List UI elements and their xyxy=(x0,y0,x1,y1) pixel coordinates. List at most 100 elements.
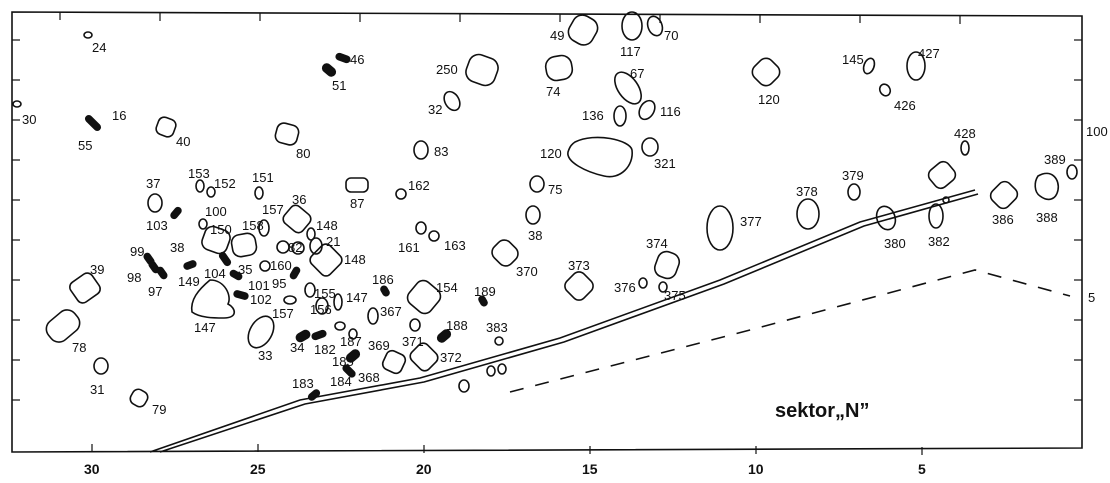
feature-label: 40 xyxy=(176,134,190,149)
feature-label: 80 xyxy=(296,146,310,161)
feature-label: 120 xyxy=(758,92,780,107)
x-axis-labels: 30 25 20 15 10 5 xyxy=(84,461,926,477)
feature-label: 82 xyxy=(288,240,302,255)
feature-label: 186 xyxy=(372,272,394,287)
feature-label: 104 xyxy=(204,266,226,281)
feature-label: 389 xyxy=(1044,152,1066,167)
feature-label: 427 xyxy=(918,46,940,61)
feature-label: 35 xyxy=(238,262,252,277)
x-tick-label: 25 xyxy=(250,461,266,477)
feature-label: 148 xyxy=(316,218,338,233)
feature-label: 87 xyxy=(350,196,364,211)
feature-label: 163 xyxy=(444,238,466,253)
feature-label: 367 xyxy=(380,304,402,319)
feature-label: 374 xyxy=(646,236,668,251)
feature-label: 428 xyxy=(954,126,976,141)
feature-label: 39 xyxy=(90,262,104,277)
feature-label: 154 xyxy=(436,280,458,295)
feature-shapes xyxy=(12,11,1078,408)
feature-label: 379 xyxy=(842,168,864,183)
frame-ticks xyxy=(12,12,1082,455)
feature-label: 36 xyxy=(292,192,306,207)
feature-label: 78 xyxy=(72,340,86,355)
feature-label: 182 xyxy=(314,342,336,357)
feature-label: 372 xyxy=(440,350,462,365)
feature-label: 117 xyxy=(620,44,641,59)
feature-label: 31 xyxy=(90,382,104,397)
feature-label: 100 xyxy=(205,204,227,219)
feature-label: 120 xyxy=(540,146,562,161)
feature-label: 37 xyxy=(146,176,160,191)
feature-label: 386 xyxy=(992,212,1014,227)
feature-label: 152 xyxy=(214,176,236,191)
feature-label: 150 xyxy=(210,222,232,237)
feature-label: 157 xyxy=(272,306,294,321)
feature-label: 147 xyxy=(346,290,368,305)
x-tick-label: 5 xyxy=(918,461,926,477)
feature-label: 95 xyxy=(272,276,286,291)
feature-label: 79 xyxy=(152,402,166,417)
x-tick-label: 30 xyxy=(84,461,100,477)
feature-label: 75 xyxy=(548,182,562,197)
feature-label: 156 xyxy=(310,302,332,317)
feature-label: 38 xyxy=(170,240,184,255)
feature-label: 67 xyxy=(630,66,644,81)
right-label-5: 5 xyxy=(1088,290,1095,305)
feature-label: 161 xyxy=(398,240,420,255)
x-tick-label: 15 xyxy=(582,461,598,477)
feature-label: 162 xyxy=(408,178,430,193)
feature-label: 99 xyxy=(130,244,144,259)
feature-label: 373 xyxy=(568,258,590,273)
double-wall-line xyxy=(149,189,979,453)
feature-label: 136 xyxy=(582,108,604,123)
feature-label: 157 xyxy=(262,202,284,217)
feature-label: 151 xyxy=(252,170,274,185)
feature-label: 377 xyxy=(740,214,762,229)
feature-label: 145 xyxy=(842,52,864,67)
feature-label: 375 xyxy=(664,288,686,303)
feature-label: 24 xyxy=(92,40,106,55)
feature-label: 38 xyxy=(528,228,542,243)
feature-label: 369 xyxy=(368,338,390,353)
feature-label: 376 xyxy=(614,280,636,295)
feature-label: 98 xyxy=(127,270,141,285)
feature-label: 188 xyxy=(446,318,468,333)
feature-label: 33 xyxy=(258,348,272,363)
feature-label: 184 xyxy=(330,374,352,389)
dashed-boundary-line xyxy=(509,269,1071,393)
feature-label: 46 xyxy=(350,52,364,67)
feature-label: 74 xyxy=(546,84,560,99)
feature-label: 153 xyxy=(188,166,210,181)
map-frame xyxy=(11,11,1083,453)
feature-label: 97 xyxy=(148,284,162,299)
feature-label: 147 xyxy=(194,320,216,335)
feature-label: 70 xyxy=(664,28,678,43)
feature-label: 155 xyxy=(314,286,336,301)
feature-label: 83 xyxy=(434,144,448,159)
feature-label: 380 xyxy=(884,236,906,251)
feature-label: 183 xyxy=(292,376,314,391)
feature-label: 103 xyxy=(146,218,168,233)
feature-label: 32 xyxy=(428,102,442,117)
feature-label: 370 xyxy=(516,264,538,279)
sector-label: sektor„N” xyxy=(775,400,869,422)
feature-label: 49 xyxy=(550,28,564,43)
x-tick-label: 10 xyxy=(748,461,764,477)
feature-label: 250 xyxy=(436,62,458,77)
feature-label: 321 xyxy=(654,156,676,171)
feature-label: 158 xyxy=(242,218,264,233)
feature-labels: 24 30 16 55 40 46 51 80 153 152 151 37 1… xyxy=(22,28,1066,417)
feature-label: 185 xyxy=(332,354,354,369)
feature-label: 21 xyxy=(326,234,340,249)
feature-label: 16 xyxy=(112,108,126,123)
feature-label: 383 xyxy=(486,320,508,335)
feature-label: 51 xyxy=(332,78,346,93)
feature-label: 101 xyxy=(248,278,270,293)
x-tick-label: 20 xyxy=(416,461,432,477)
feature-label: 160 xyxy=(270,258,292,273)
feature-label: 382 xyxy=(928,234,950,249)
feature-label: 189 xyxy=(474,284,496,299)
feature-label: 34 xyxy=(290,340,304,355)
feature-label: 116 xyxy=(660,104,681,119)
